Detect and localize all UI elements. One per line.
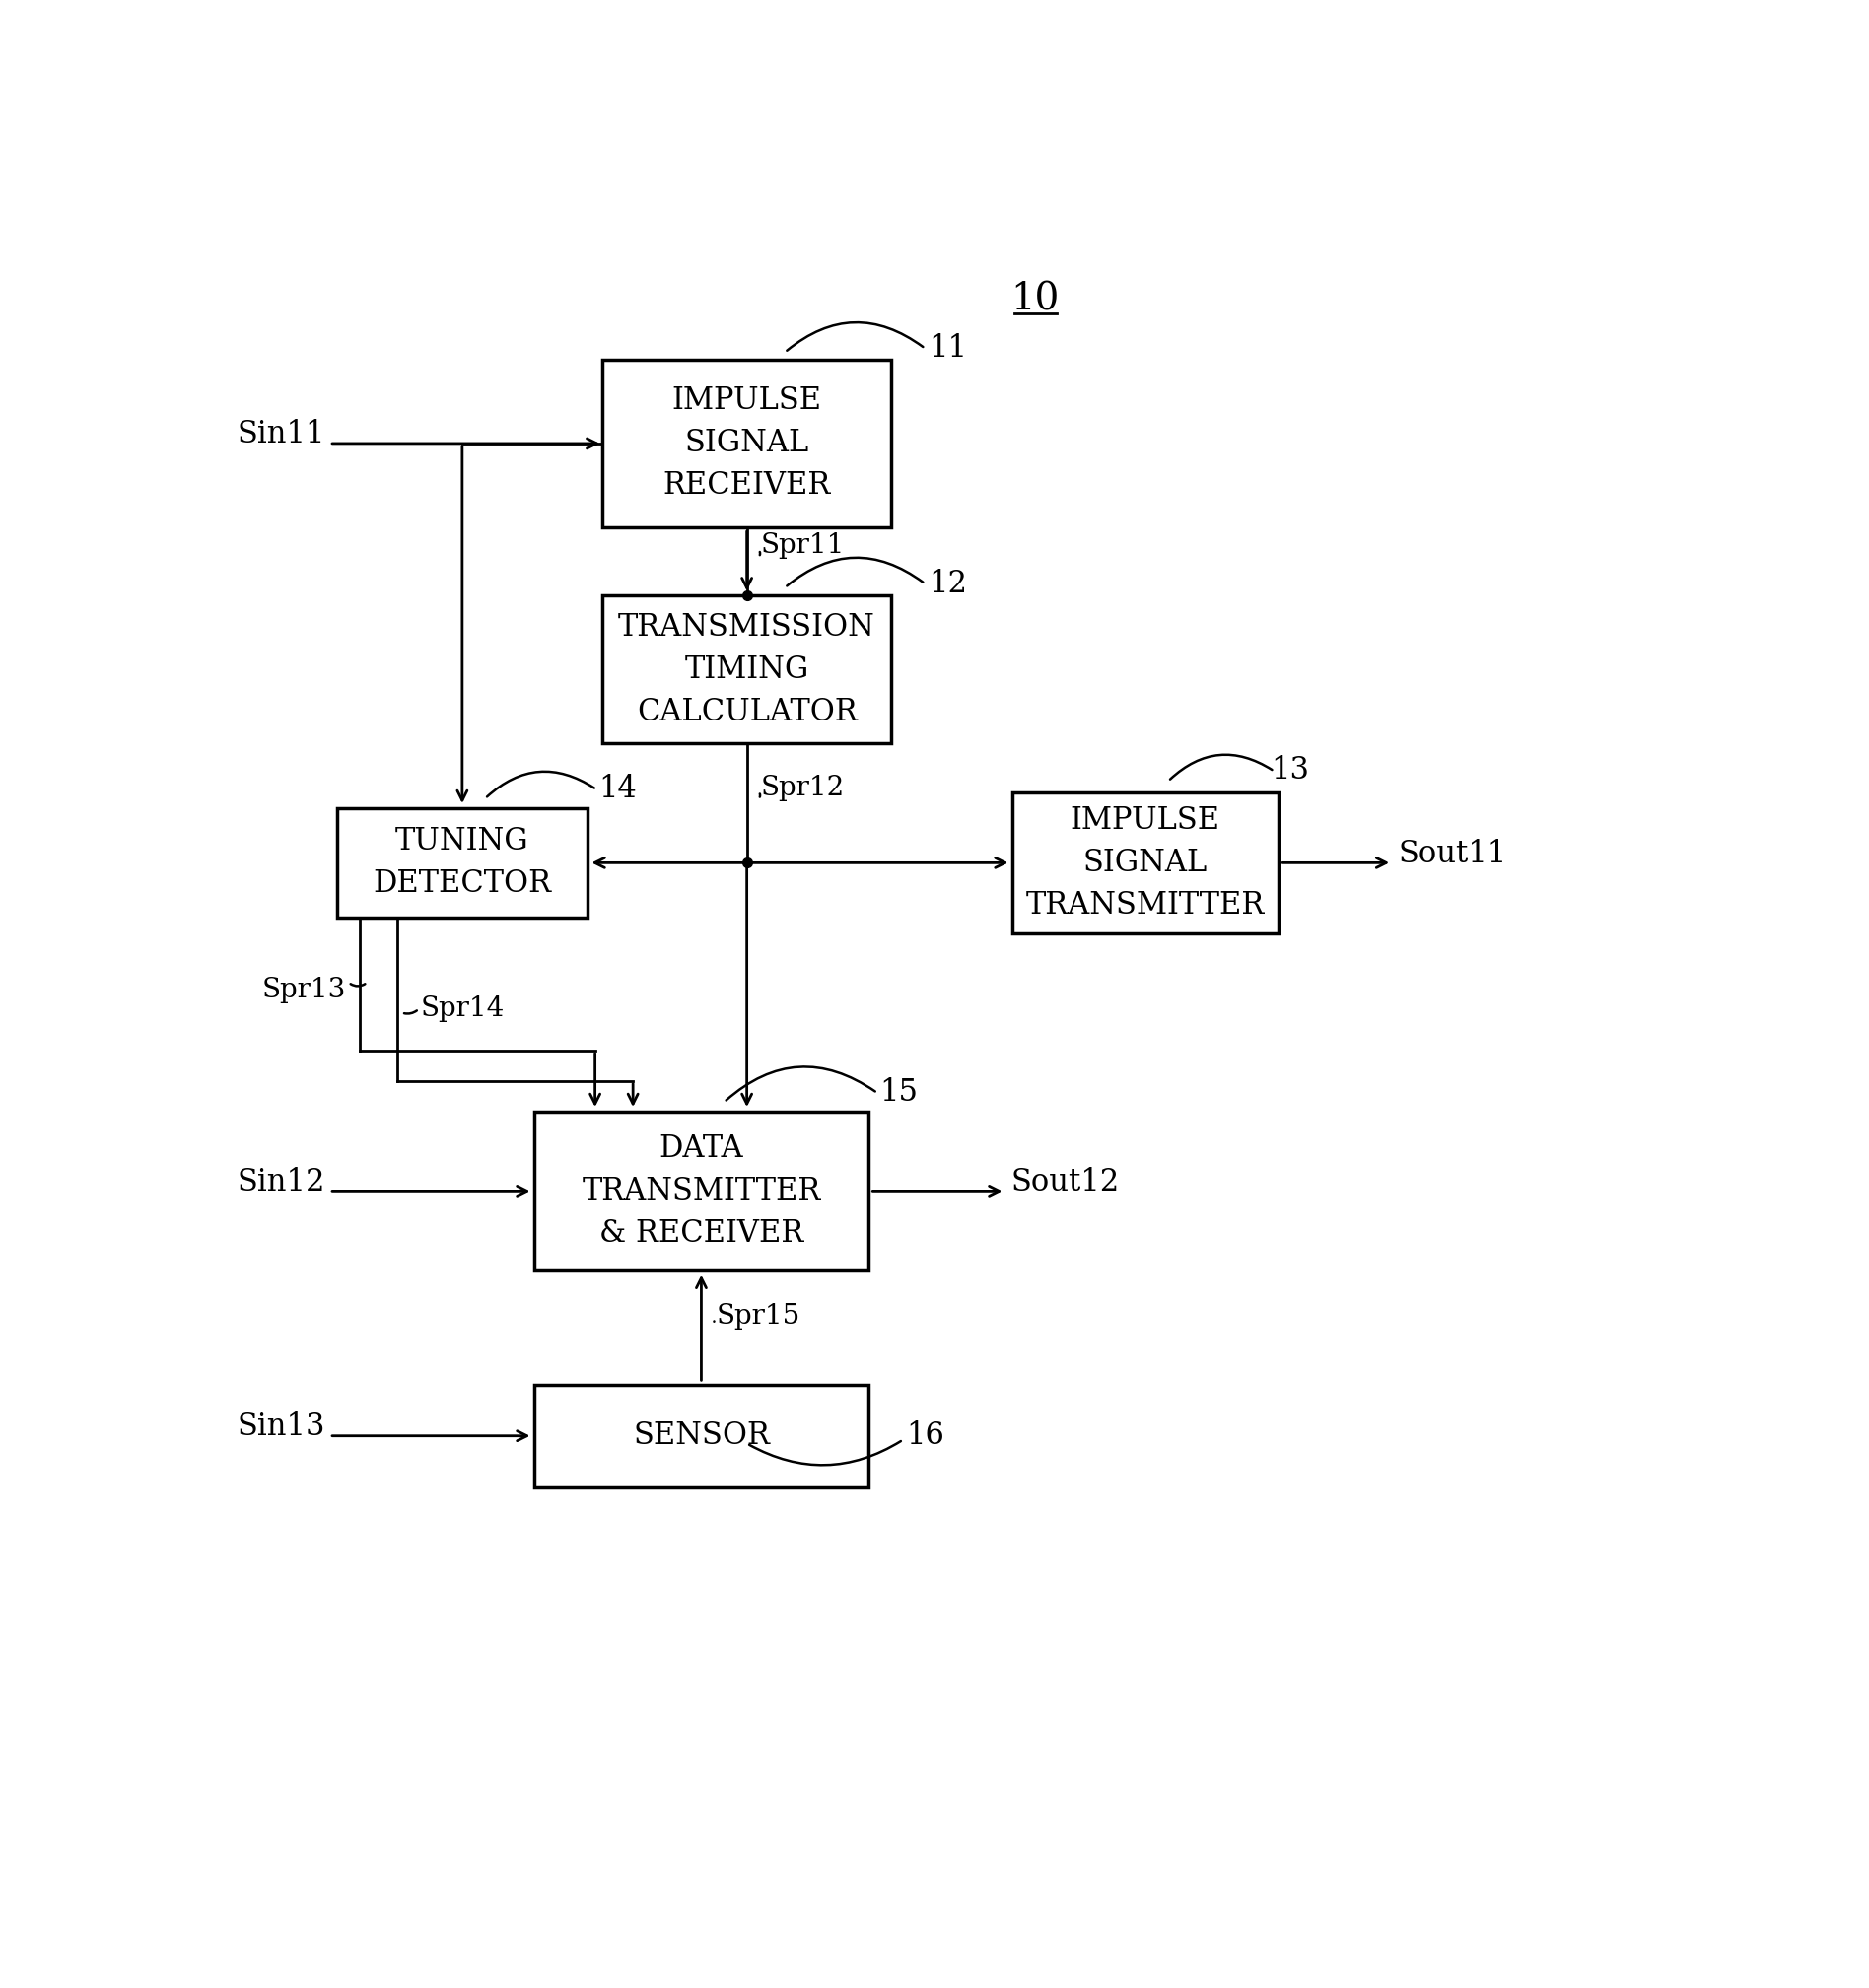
Text: Spr14: Spr14 bbox=[421, 996, 505, 1022]
Text: DATA
TRANSMITTER
& RECEIVER: DATA TRANSMITTER & RECEIVER bbox=[581, 1133, 820, 1248]
Text: 11: 11 bbox=[929, 334, 968, 364]
Text: 14: 14 bbox=[598, 773, 637, 803]
Text: IMPULSE
SIGNAL
RECEIVER: IMPULSE SIGNAL RECEIVER bbox=[663, 386, 830, 501]
Text: SENSOR: SENSOR bbox=[634, 1421, 770, 1451]
Text: 12: 12 bbox=[929, 569, 968, 598]
Text: Sout11: Sout11 bbox=[1398, 839, 1506, 869]
Text: IMPULSE
SIGNAL
TRANSMITTER: IMPULSE SIGNAL TRANSMITTER bbox=[1026, 805, 1265, 920]
Text: Spr13: Spr13 bbox=[262, 976, 346, 1004]
Text: Sin12: Sin12 bbox=[237, 1167, 325, 1197]
Bar bbox=[336, 807, 587, 918]
Text: Sin13: Sin13 bbox=[237, 1411, 325, 1441]
Text: Sout12: Sout12 bbox=[1011, 1167, 1120, 1197]
Text: TUNING
DETECTOR: TUNING DETECTOR bbox=[374, 827, 551, 899]
Text: Spr15: Spr15 bbox=[716, 1302, 800, 1330]
Text: 15: 15 bbox=[880, 1077, 918, 1107]
Text: TRANSMISSION
TIMING
CALCULATOR: TRANSMISSION TIMING CALCULATOR bbox=[619, 612, 875, 728]
Bar bbox=[602, 360, 892, 527]
Bar bbox=[535, 1111, 869, 1270]
Bar bbox=[1013, 793, 1278, 932]
Text: 13: 13 bbox=[1271, 755, 1308, 785]
Bar bbox=[602, 594, 892, 744]
Bar bbox=[535, 1384, 869, 1487]
Text: Sin11: Sin11 bbox=[237, 419, 325, 449]
Text: Spr12: Spr12 bbox=[761, 775, 845, 801]
Text: Spr11: Spr11 bbox=[761, 533, 845, 559]
Text: 16: 16 bbox=[906, 1421, 944, 1451]
Text: 10: 10 bbox=[1011, 280, 1060, 318]
